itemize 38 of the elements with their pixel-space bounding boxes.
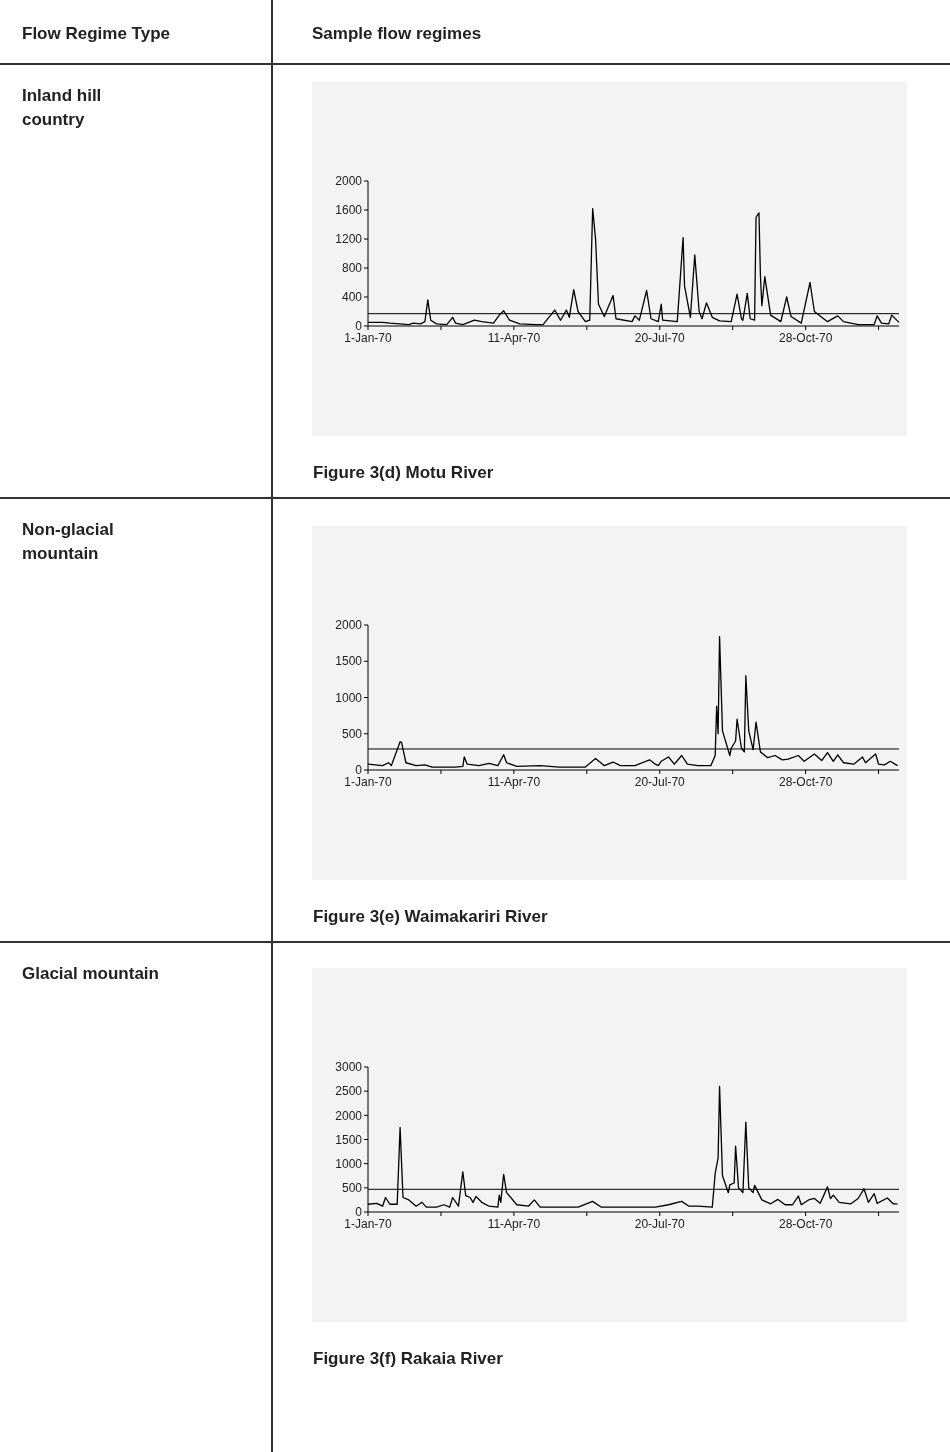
y-tick-label: 1500 [335, 1132, 363, 1147]
y-tick-label: 2000 [335, 1108, 363, 1123]
x-tick-label: 20-Jul-70 [634, 1217, 686, 1231]
x-tick-label: 28-Oct-70 [778, 1217, 833, 1231]
text: Figure 3(e) Waimakariri River [313, 907, 549, 926]
y-tick-label: 1000 [335, 1156, 363, 1171]
text: Flow Regime Type [22, 24, 170, 43]
y-tick-label: 2000 [335, 618, 363, 633]
x-tick-label: 20-Jul-70 [634, 775, 686, 789]
y-tick-label: 800 [341, 261, 363, 276]
y-tick-label: 2000 [335, 174, 363, 189]
text: Figure 3(f) Rakaia River [313, 1349, 504, 1368]
x-tick-label: 28-Oct-70 [778, 775, 833, 789]
y-tick-label: 0 [355, 763, 363, 778]
y-tick-label: 1500 [335, 654, 363, 669]
x-tick-label: 11-Apr-70 [487, 1217, 541, 1231]
x-tick-label: 1-Jan-70 [344, 775, 392, 789]
x-tick-label: 1-Jan-70 [344, 331, 392, 345]
x-tick-label: 20-Jul-70 [634, 331, 686, 345]
y-tick-label: 2500 [335, 1084, 363, 1099]
y-tick-label: 500 [341, 726, 363, 741]
y-tick-label: 500 [341, 1181, 363, 1196]
text: Non-glacial mountain [22, 520, 114, 563]
y-tick-label: 1000 [335, 690, 363, 705]
y-tick-label: 400 [341, 290, 363, 305]
x-tick-label: 11-Apr-70 [487, 775, 541, 789]
x-tick-label: 1-Jan-70 [344, 1217, 392, 1231]
y-tick-label: 0 [355, 319, 363, 334]
text: Glacial mountain [22, 964, 159, 983]
y-tick-label: 0 [355, 1205, 363, 1220]
x-tick-label: 11-Apr-70 [487, 331, 541, 345]
text: Sample flow regimes [312, 24, 482, 43]
text: Figure 3(d) Motu River [313, 463, 494, 482]
y-tick-label: 1200 [335, 232, 363, 247]
text: Inland hill country [22, 86, 102, 129]
y-tick-label: 3000 [335, 1060, 363, 1075]
x-tick-label: 28-Oct-70 [778, 331, 833, 345]
y-tick-label: 1600 [335, 203, 363, 218]
